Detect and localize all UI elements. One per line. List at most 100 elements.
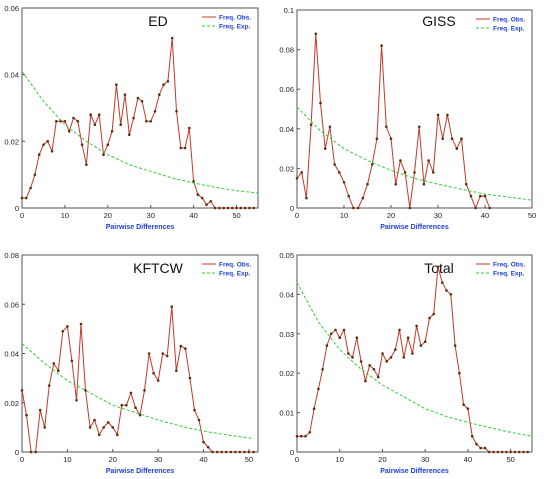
data-point xyxy=(455,147,459,150)
data-point xyxy=(128,133,131,136)
data-point xyxy=(413,171,416,174)
x-axis-label: Pairwise Differences xyxy=(106,224,175,231)
data-point xyxy=(243,450,246,454)
data-point xyxy=(229,450,233,454)
x-tick-label: 30 xyxy=(154,455,162,464)
data-point xyxy=(196,193,200,196)
y-tick-label: 0.08 xyxy=(4,251,19,260)
data-point xyxy=(25,413,28,417)
data-point xyxy=(138,413,142,417)
data-point xyxy=(389,137,393,140)
data-point xyxy=(115,83,118,86)
legend-label: Freq. Exp. xyxy=(219,24,251,31)
data-point xyxy=(366,182,369,186)
data-point xyxy=(200,196,204,200)
data-point xyxy=(59,120,62,123)
data-point xyxy=(325,344,329,347)
data-point xyxy=(509,450,512,454)
x-tick-label: 20 xyxy=(104,211,112,220)
data-point xyxy=(441,281,444,284)
data-point xyxy=(338,336,342,340)
data-point xyxy=(162,83,165,86)
chart-panel-2: 0 0.02 0.04 0.06 0.08 0.1 0 10 20 30 40 50 Pairwise … xyxy=(279,6,536,231)
data-point xyxy=(152,371,155,375)
data-point xyxy=(175,110,178,113)
data-point xyxy=(80,143,84,146)
data-point xyxy=(106,421,110,424)
x-tick-label: 30 xyxy=(434,211,442,220)
data-point xyxy=(143,389,146,392)
data-point xyxy=(202,440,205,444)
data-point xyxy=(441,137,445,140)
data-point xyxy=(466,407,470,411)
data-point xyxy=(423,340,427,344)
data-point xyxy=(526,450,529,454)
data-point xyxy=(70,359,74,363)
x-tick-label: 50 xyxy=(528,211,536,220)
x-tick-label: 50 xyxy=(245,455,253,464)
data-point xyxy=(50,150,54,153)
data-point xyxy=(61,330,65,333)
y-tick-label: 0.04 xyxy=(279,125,294,134)
data-point xyxy=(147,352,151,355)
data-point xyxy=(183,146,187,150)
data-point xyxy=(436,113,440,117)
data-point xyxy=(97,113,101,116)
data-point xyxy=(406,336,410,340)
x-tick-label: 50 xyxy=(232,211,240,220)
plot-frame xyxy=(296,254,533,453)
data-point xyxy=(368,364,371,367)
data-point xyxy=(75,399,78,402)
data-point xyxy=(334,328,337,332)
data-point xyxy=(522,450,525,454)
data-point xyxy=(475,442,478,446)
data-point xyxy=(488,450,491,454)
data-point xyxy=(224,450,228,454)
y-tick-label: 0.06 xyxy=(4,300,19,309)
data-point xyxy=(136,96,140,100)
data-point xyxy=(55,120,58,123)
chart-title: Total xyxy=(424,260,454,276)
data-point xyxy=(52,362,56,365)
data-point xyxy=(446,113,449,117)
data-point xyxy=(385,125,388,129)
data-point xyxy=(197,418,201,422)
data-point xyxy=(165,354,169,358)
data-point xyxy=(492,450,495,454)
series-line-observed xyxy=(296,33,491,210)
y-tick-label: 0.05 xyxy=(279,251,294,260)
legend-label: Freq. Obs. xyxy=(493,262,525,269)
data-point xyxy=(309,123,313,127)
legend-label: Freq. Exp. xyxy=(493,26,525,33)
data-point xyxy=(483,446,487,450)
data-point xyxy=(43,426,46,429)
data-point xyxy=(359,360,363,363)
data-point xyxy=(479,194,482,198)
data-point xyxy=(38,408,42,412)
chart-panel-3: 0 0.02 0.04 0.06 0.08 0 10 20 30 40 50 Pairwise Dif… xyxy=(4,251,259,475)
data-point xyxy=(300,434,303,438)
data-point xyxy=(342,328,346,332)
data-point xyxy=(361,196,365,200)
y-tick-label: 0.02 xyxy=(279,164,294,173)
data-point xyxy=(252,206,255,210)
y-tick-label: 0.02 xyxy=(4,137,19,146)
data-point xyxy=(140,100,144,103)
data-point xyxy=(304,434,307,438)
data-point xyxy=(450,137,454,140)
data-point xyxy=(248,206,251,210)
data-point xyxy=(97,433,101,437)
y-tick-label: 0 xyxy=(15,204,19,213)
chart-title: GISS xyxy=(422,13,455,29)
data-point xyxy=(380,44,383,47)
data-point xyxy=(67,130,71,133)
data-point xyxy=(29,186,32,190)
data-point xyxy=(110,130,114,133)
data-point xyxy=(445,289,448,292)
data-point xyxy=(295,177,299,180)
y-tick-label: 0 xyxy=(290,448,294,457)
legend-label: Freq. Obs. xyxy=(219,15,251,22)
data-point xyxy=(333,163,336,166)
x-tick-label: 0 xyxy=(295,455,299,464)
data-point xyxy=(355,336,359,340)
